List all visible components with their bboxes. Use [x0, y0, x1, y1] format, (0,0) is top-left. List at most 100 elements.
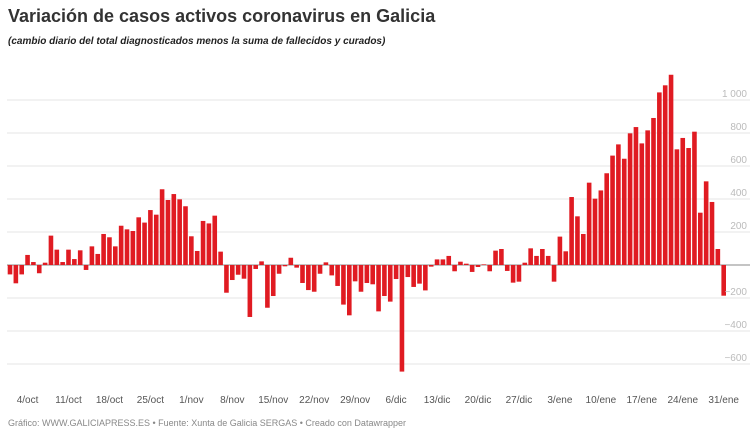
bar	[200, 220, 206, 265]
bar	[464, 263, 469, 265]
y-tick-label: −200	[724, 287, 747, 298]
bar	[423, 265, 428, 291]
bar	[370, 265, 375, 285]
x-tick-label: 24/ene	[667, 395, 698, 406]
bars	[7, 74, 726, 372]
chart-title: Variación de casos activos coronavirus e…	[8, 6, 436, 26]
bar	[534, 255, 539, 265]
bar	[224, 265, 229, 293]
bar	[557, 236, 563, 265]
bar	[235, 265, 241, 275]
bar	[113, 246, 118, 265]
bar	[189, 236, 194, 265]
y-tick-label: 800	[730, 122, 747, 133]
bar	[440, 259, 446, 265]
bar	[662, 85, 668, 265]
bar	[645, 130, 650, 265]
bar	[417, 265, 422, 284]
bar	[657, 92, 662, 265]
bar	[230, 265, 235, 281]
x-tick-label: 8/nov	[220, 395, 244, 406]
bar	[194, 250, 200, 265]
bar	[411, 265, 416, 287]
bar	[136, 217, 141, 265]
bar	[668, 74, 674, 265]
bar	[66, 249, 71, 265]
bar	[709, 201, 715, 265]
bar	[142, 222, 147, 265]
x-tick-label: 4/oct	[17, 395, 39, 406]
bar	[639, 143, 645, 265]
bar	[703, 181, 709, 265]
x-tick-label: 22/nov	[299, 395, 329, 406]
bar	[165, 199, 171, 265]
bar	[493, 250, 498, 265]
bar	[83, 265, 89, 270]
bar	[499, 248, 504, 265]
bar	[358, 265, 364, 292]
y-tick-label: 200	[730, 221, 747, 232]
bar	[364, 265, 370, 283]
bar	[651, 117, 656, 265]
bar	[586, 182, 592, 265]
bar	[633, 127, 639, 265]
bar	[148, 210, 153, 265]
bar	[311, 265, 317, 292]
y-tick-label: −400	[724, 320, 747, 331]
bar	[253, 265, 258, 269]
bar	[698, 212, 703, 265]
bar	[212, 215, 218, 265]
bar	[25, 254, 30, 265]
bar	[352, 265, 358, 282]
bar	[581, 233, 586, 265]
bar	[475, 265, 481, 267]
x-tick-label: 6/dic	[386, 395, 407, 406]
bar	[130, 231, 136, 265]
bar	[77, 250, 83, 265]
bar	[183, 206, 188, 265]
bar	[276, 265, 282, 274]
bar	[89, 246, 95, 265]
bar	[60, 262, 65, 265]
bar	[616, 144, 621, 265]
bar	[575, 216, 580, 265]
bar	[545, 255, 551, 265]
bar	[692, 131, 697, 265]
bar	[674, 149, 680, 265]
bar	[48, 235, 54, 265]
bar	[522, 262, 528, 265]
bar	[516, 265, 522, 282]
bar	[393, 265, 399, 280]
bar	[241, 265, 247, 279]
bar	[270, 265, 276, 297]
bar	[329, 265, 335, 276]
bar	[598, 190, 604, 265]
bar	[434, 259, 440, 265]
bar	[317, 265, 323, 274]
bar	[218, 251, 223, 265]
bar	[627, 133, 633, 265]
bar	[510, 265, 516, 283]
bar	[323, 262, 329, 265]
y-tick-label: 400	[730, 188, 747, 199]
bar	[171, 194, 177, 265]
bar	[481, 264, 487, 265]
bar	[118, 225, 124, 265]
bar	[563, 251, 569, 265]
bar	[288, 257, 294, 265]
bar	[715, 248, 721, 265]
bar	[7, 265, 13, 275]
chart-subtitle: (cambio diario del total diagnosticados …	[8, 36, 386, 47]
bar	[335, 265, 340, 286]
bar	[300, 265, 305, 283]
bar	[680, 137, 686, 265]
bar	[504, 265, 510, 271]
bar	[540, 248, 545, 265]
x-tick-label: 11/oct	[55, 395, 82, 406]
bar	[31, 262, 36, 265]
y-tick-label: 600	[730, 155, 747, 166]
bar	[95, 253, 101, 265]
bar	[19, 265, 24, 275]
bar	[469, 265, 475, 272]
chart-footer: Gráfico: WWW.GALICIAPRESS.ES • Fuente: X…	[8, 418, 406, 428]
